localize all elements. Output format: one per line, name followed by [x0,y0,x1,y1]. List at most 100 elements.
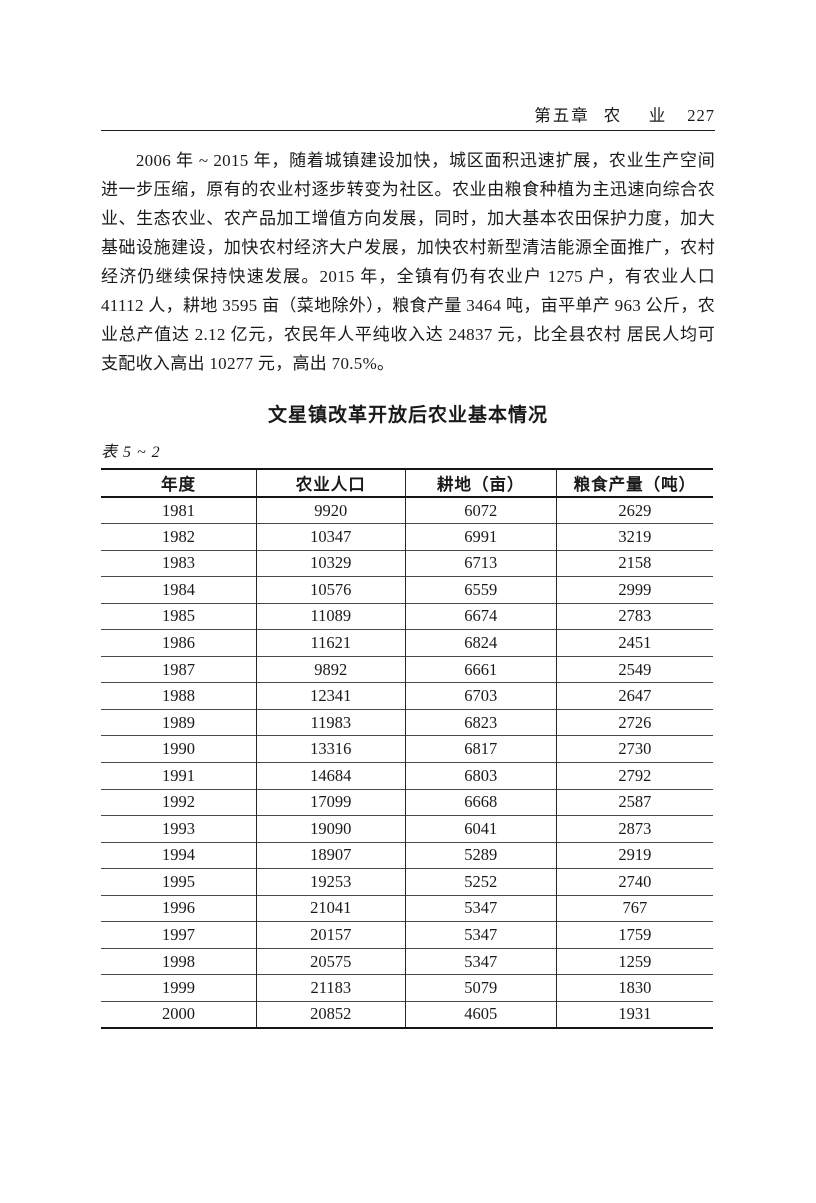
table-cell: 2158 [555,549,713,577]
table-row: 1995 19253 5252 2740 [101,868,713,896]
table-cell: 21183 [255,974,406,1002]
running-head: 第五章 农 业 227 [101,104,715,131]
table-cell: 2999 [555,576,713,604]
table-cell: 6072 [404,497,557,524]
table-cell: 11983 [255,708,406,736]
table-cell: 20157 [255,921,406,949]
table-row: 2000 20852 4605 1931 [101,1000,713,1028]
table-cell: 1997 [101,921,257,949]
table-cell: 1830 [555,974,713,1002]
table-row: 1998 20575 5347 1259 [101,947,713,975]
table-cell: 6674 [404,602,557,630]
table-label: 表 5 ~ 2 [101,444,161,461]
column-header: 农业人口 [255,469,406,498]
table-row: 1981 9920 6072 2629 [101,497,713,524]
table-cell: 6041 [404,815,557,843]
agriculture-data-table: 年度 农业人口 耕地（亩） 粮食产量（吨） 1981 9920 6072 2629 1982 1… [101,468,713,1029]
table-cell: 2549 [555,655,713,683]
table-cell: 1988 [101,682,257,710]
table-cell: 5347 [404,894,557,922]
section-label: 农 业 [603,106,672,125]
table-cell: 2783 [555,602,713,630]
table-cell: 1992 [101,788,257,816]
column-header: 粮食产量（吨） [555,469,713,498]
table-cell: 20852 [255,1000,406,1028]
table-row: 1997 20157 5347 1759 [101,921,713,949]
body-paragraph: 2006 年 ~ 2015 年，随着城镇建设加快，城区面积迅速扩展，农业生产空间… [101,151,715,373]
table-cell: 6703 [404,682,557,710]
table-cell: 1994 [101,841,257,869]
table-row: 1993 19090 6041 2873 [101,815,713,843]
table-cell: 5289 [404,841,557,869]
table-cell: 6661 [404,655,557,683]
table-row: 1996 21041 5347 767 [101,894,713,922]
table-cell: 1982 [101,523,257,551]
table-cell: 2726 [555,708,713,736]
table-row: 1988 12341 6703 2647 [101,682,713,710]
table-row: 1994 18907 5289 2919 [101,841,713,869]
table-cell: 6713 [404,549,557,577]
table-cell: 1986 [101,629,257,657]
table-cell: 6824 [404,629,557,657]
table-row: 1992 17099 6668 2587 [101,788,713,816]
table-cell: 11621 [255,629,406,657]
document-page: { "header": { "chapter": "第五章", "section… [0,104,816,1203]
table-cell: 2451 [555,629,713,657]
table-cell: 9920 [255,497,406,524]
table-cell: 10576 [255,576,406,604]
table-title: 文星镇改革开放后农业基本情况 [267,405,548,426]
table-cell: 21041 [255,894,406,922]
table-cell: 1931 [555,1000,713,1028]
page-number: 227 [687,106,715,125]
table-cell: 1995 [101,868,257,896]
table-cell: 2629 [555,497,713,524]
table-row: 1999 21183 5079 1830 [101,974,713,1002]
table-cell: 2647 [555,682,713,710]
table-cell: 12341 [255,682,406,710]
table-cell: 5079 [404,974,557,1002]
chapter-label: 第五章 [534,106,590,125]
table-cell: 1993 [101,815,257,843]
table-cell: 13316 [255,735,406,763]
table-cell: 2587 [555,788,713,816]
table-cell: 10347 [255,523,406,551]
table-cell: 1983 [101,549,257,577]
table-cell: 6559 [404,576,557,604]
table-cell: 1259 [555,947,713,975]
table-cell: 2730 [555,735,713,763]
table-row: 1989 11983 6823 2726 [101,708,713,736]
table-cell: 4605 [404,1000,557,1028]
table-cell: 6803 [404,761,557,790]
table-cell: 11089 [255,602,406,630]
table-cell: 1984 [101,576,257,604]
table-header-row: 年度 农业人口 耕地（亩） 粮食产量（吨） [101,469,713,498]
table-row: 1990 13316 6817 2730 [101,735,713,763]
table-cell: 5347 [404,947,557,975]
table-cell: 1991 [101,761,257,790]
table-cell: 6823 [404,708,557,736]
table-cell: 2000 [101,1000,257,1028]
table-cell: 2873 [555,815,713,843]
table-cell: 2740 [555,868,713,896]
table-cell: 10329 [255,549,406,577]
table-cell: 1985 [101,602,257,630]
table-cell: 9892 [255,655,406,683]
table-cell: 1990 [101,735,257,763]
table-cell: 2919 [555,841,713,869]
table-cell: 6991 [404,523,557,551]
table-cell: 1759 [555,921,713,949]
table-cell: 3219 [555,523,713,551]
column-header: 年度 [101,469,257,498]
table-cell: 19253 [255,868,406,896]
page-content: 第五章 农 业 227 2006 年 ~ 2015 年，随着城镇建设加快，城区面… [101,104,715,1029]
table-cell: 18907 [255,841,406,869]
table-cell: 1998 [101,947,257,975]
table-row: 1991 14684 6803 2792 [101,761,713,790]
table-row: 1987 9892 6661 2549 [101,655,713,683]
table-cell: 1996 [101,894,257,922]
table-cell: 19090 [255,815,406,843]
table-cell: 6668 [404,788,557,816]
table-cell: 1981 [161,500,195,520]
table-row: 1985 11089 6674 2783 [101,602,713,630]
table-cell: 2792 [555,761,713,790]
